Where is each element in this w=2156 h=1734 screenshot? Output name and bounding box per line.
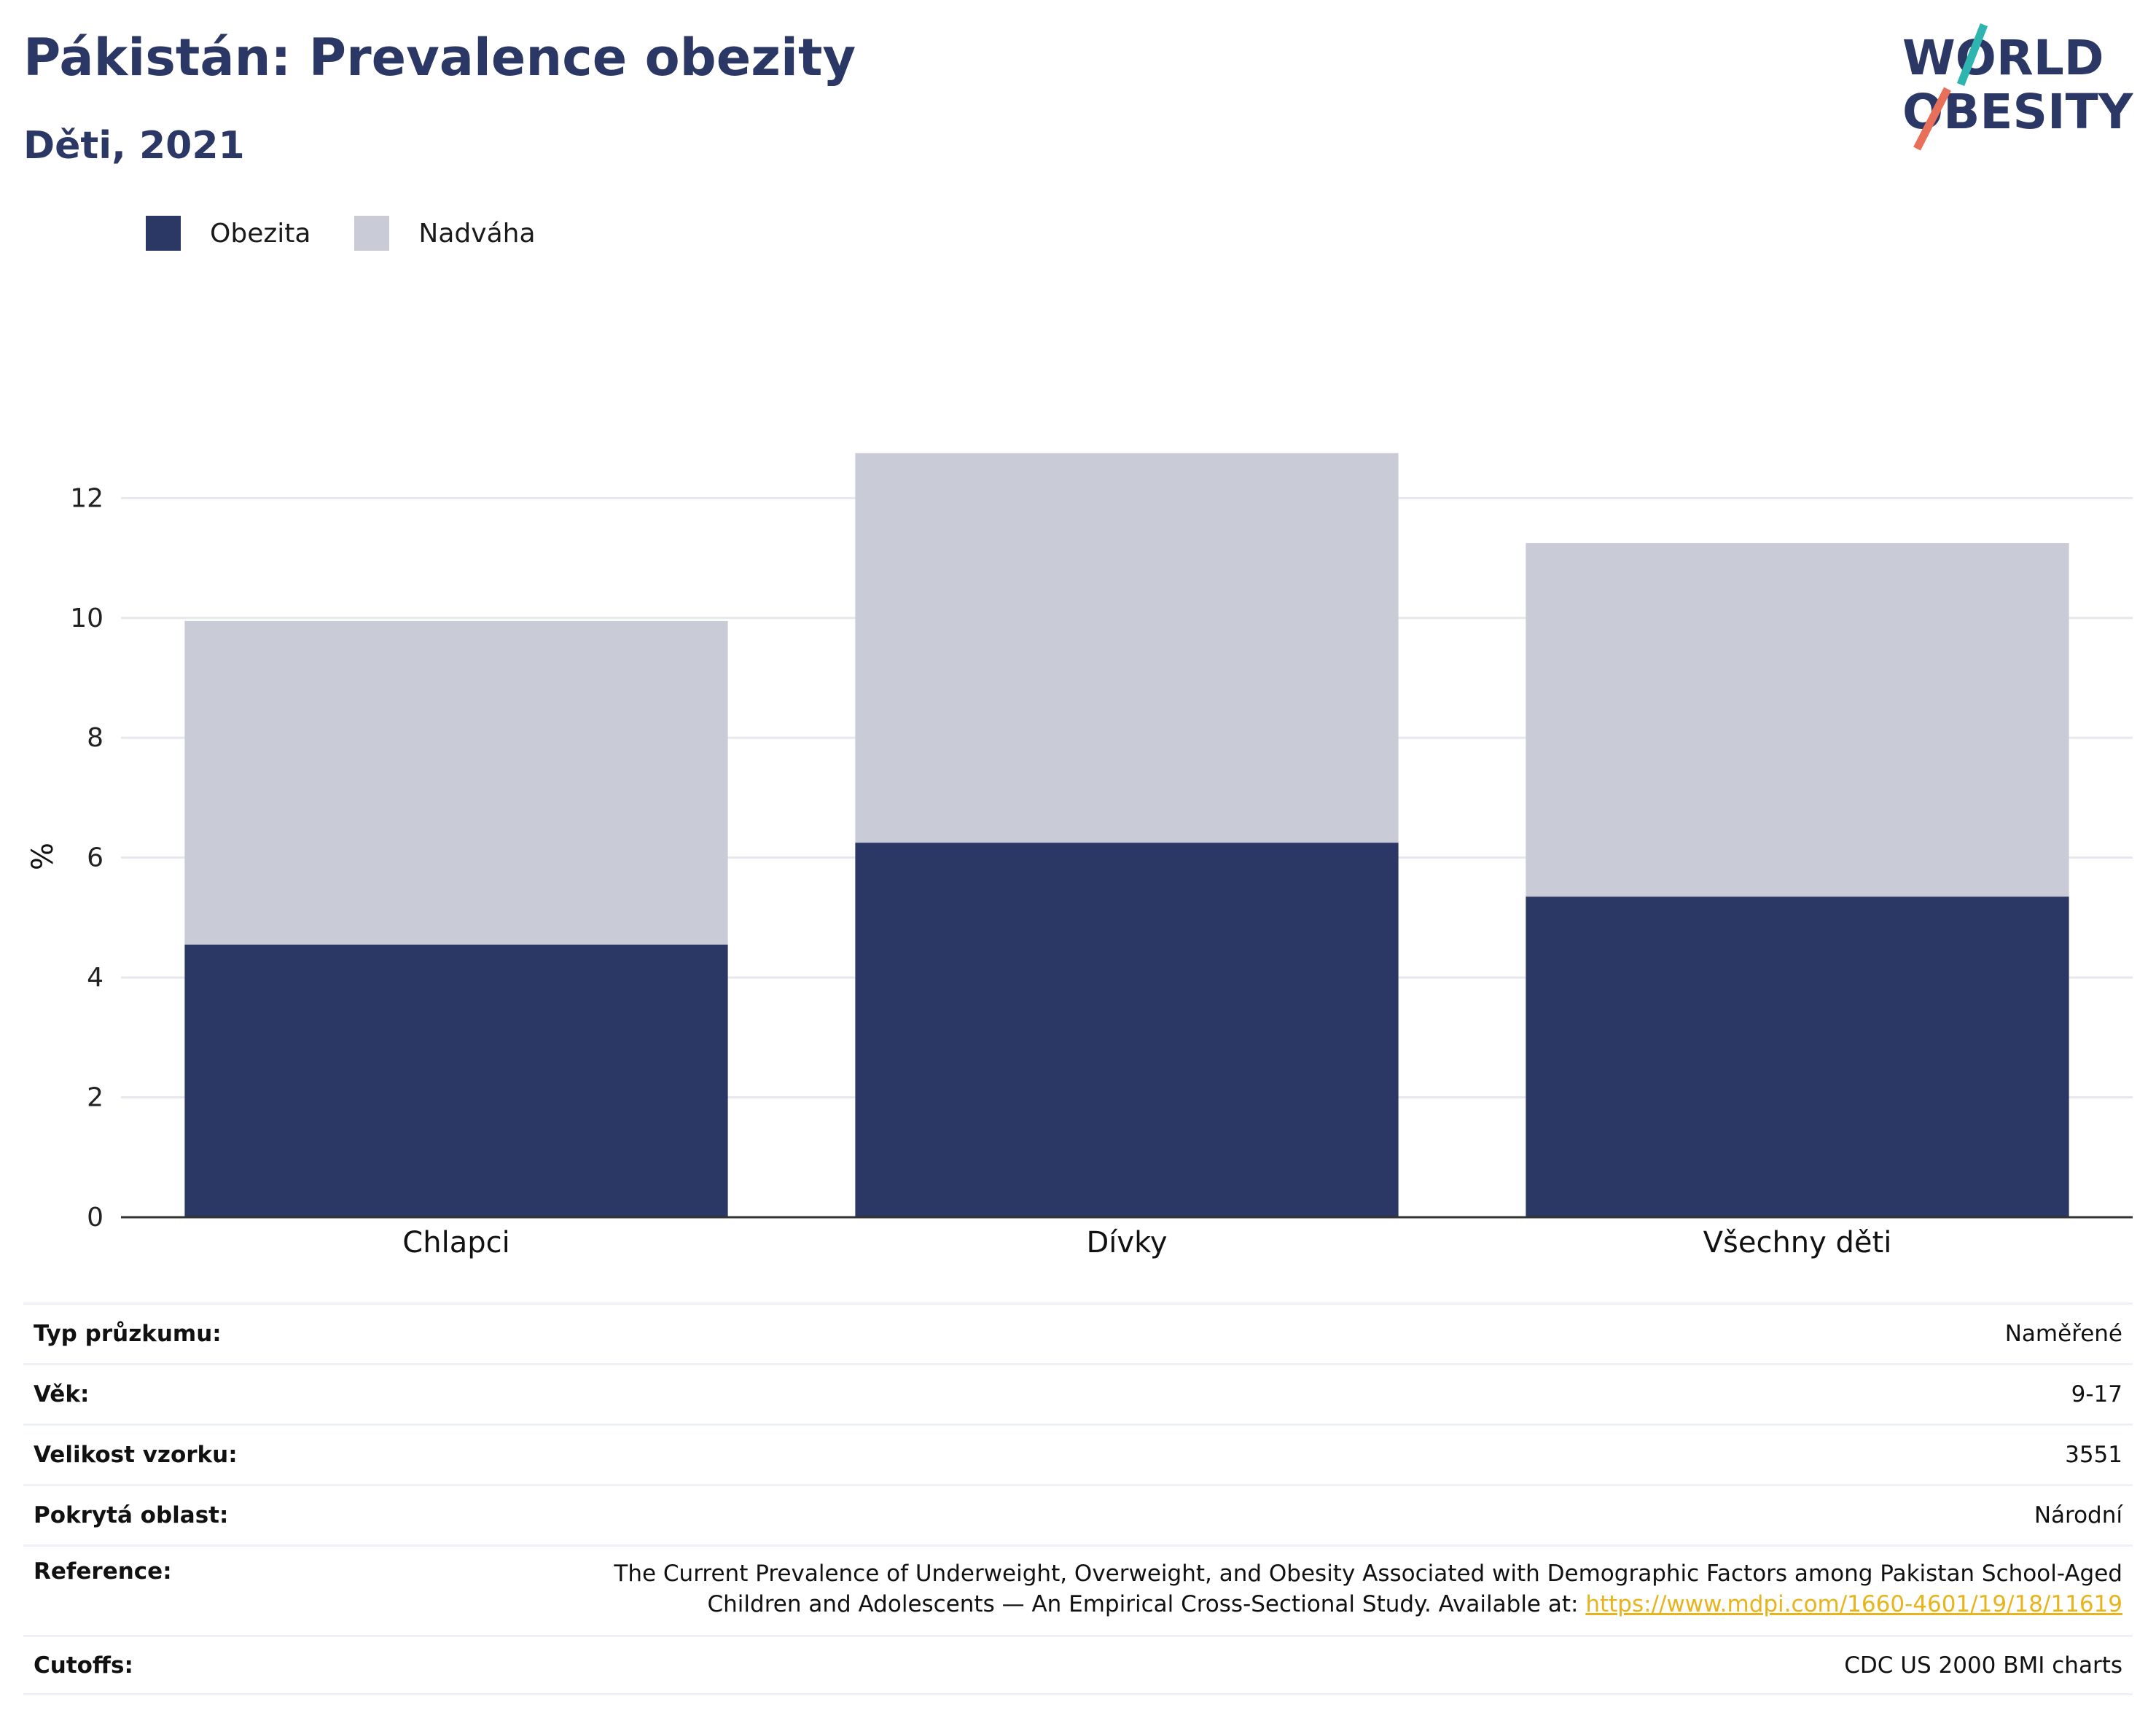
legend-item-obezita[interactable]: Obezita — [146, 216, 310, 251]
bar-nadvaha — [184, 620, 728, 945]
legend-item-nadvaha[interactable]: Nadváha — [354, 216, 536, 251]
chart-title: Pákistán: Prevalence obezity — [23, 28, 856, 87]
reference-line1: The Current Prevalence of Underweight, O… — [614, 1561, 2122, 1587]
legend-swatch-nadvaha — [354, 216, 390, 251]
meta-row-area: Pokrytá oblast: Národní — [23, 1484, 2133, 1544]
bar-nadvaha — [1526, 543, 2069, 897]
y-tick-label: 8 — [87, 723, 103, 753]
meta-key: Cutoffs: — [34, 1652, 133, 1679]
y-tick-label: 12 — [70, 483, 103, 513]
bar-nadvaha — [855, 453, 1399, 843]
meta-value: Národní — [2034, 1502, 2122, 1528]
meta-value: CDC US 2000 BMI charts — [1844, 1652, 2122, 1679]
x-category-label: Chlapci — [402, 1226, 509, 1260]
meta-key: Věk: — [34, 1381, 90, 1407]
x-category-label: Dívky — [1087, 1226, 1168, 1260]
logo-graphic: WORLD OBESITY — [1902, 23, 2134, 151]
meta-key: Pokrytá oblast: — [34, 1502, 229, 1528]
meta-row-sample-size: Velikost vzorku: 3551 — [23, 1423, 2133, 1484]
reference-link[interactable]: https://www.mdpi.com/1660-4601/19/18/116… — [1585, 1591, 2122, 1617]
logo-teal-stroke — [1956, 23, 1988, 86]
x-category-label: Všechny děti — [1703, 1226, 1892, 1260]
logo-coral-stroke — [1913, 87, 1951, 151]
meta-key: Reference: — [34, 1558, 172, 1585]
bar-obezita — [855, 843, 1399, 1217]
y-tick-label: 6 — [87, 843, 103, 873]
y-tick-label: 4 — [87, 963, 103, 993]
reference-line2: Children and Adolescents — An Empirical … — [707, 1591, 1586, 1617]
meta-row-age: Věk: 9-17 — [23, 1363, 2133, 1423]
bar-chart: 0 2 4 6 8 10 12% Chlapci Dívky Všechny děti — [26, 453, 2133, 1260]
y-tick-label: 10 — [70, 604, 103, 633]
bar-obezita — [1526, 897, 2069, 1217]
meta-value: 3551 — [2065, 1442, 2122, 1468]
y-axis-label: % — [26, 843, 60, 870]
metadata-table: Typ průzkumu: Naměřené Věk: 9-17 Velikos… — [23, 1303, 2133, 1695]
legend-label-obezita: Obezita — [210, 218, 311, 249]
meta-row-reference: Reference: The Current Prevalence of Und… — [23, 1544, 2133, 1635]
y-tick-label: 0 — [87, 1203, 103, 1233]
chart-legend: Obezita Nadváha — [146, 216, 579, 251]
meta-value: Naměřené — [2004, 1321, 2122, 1347]
world-obesity-logo[interactable]: WORLD OBESITY — [1895, 22, 2143, 153]
meta-value: The Current Prevalence of Underweight, O… — [614, 1558, 2122, 1620]
meta-row-cutoffs: Cutoffs: CDC US 2000 BMI charts — [23, 1635, 2133, 1695]
meta-key: Typ průzkumu: — [34, 1321, 222, 1347]
legend-swatch-obezita — [146, 216, 181, 251]
chart-subtitle: Děti, 2021 — [23, 124, 245, 168]
bar-obezita — [184, 944, 728, 1217]
meta-row-survey-type: Typ průzkumu: Naměřené — [23, 1303, 2133, 1363]
logo-line1: WORLD — [1902, 30, 2104, 86]
meta-value: 9-17 — [2071, 1381, 2122, 1407]
meta-key: Velikost vzorku: — [34, 1442, 238, 1468]
legend-label-nadvaha: Nadváha — [418, 218, 536, 249]
y-tick-label: 2 — [87, 1083, 103, 1113]
